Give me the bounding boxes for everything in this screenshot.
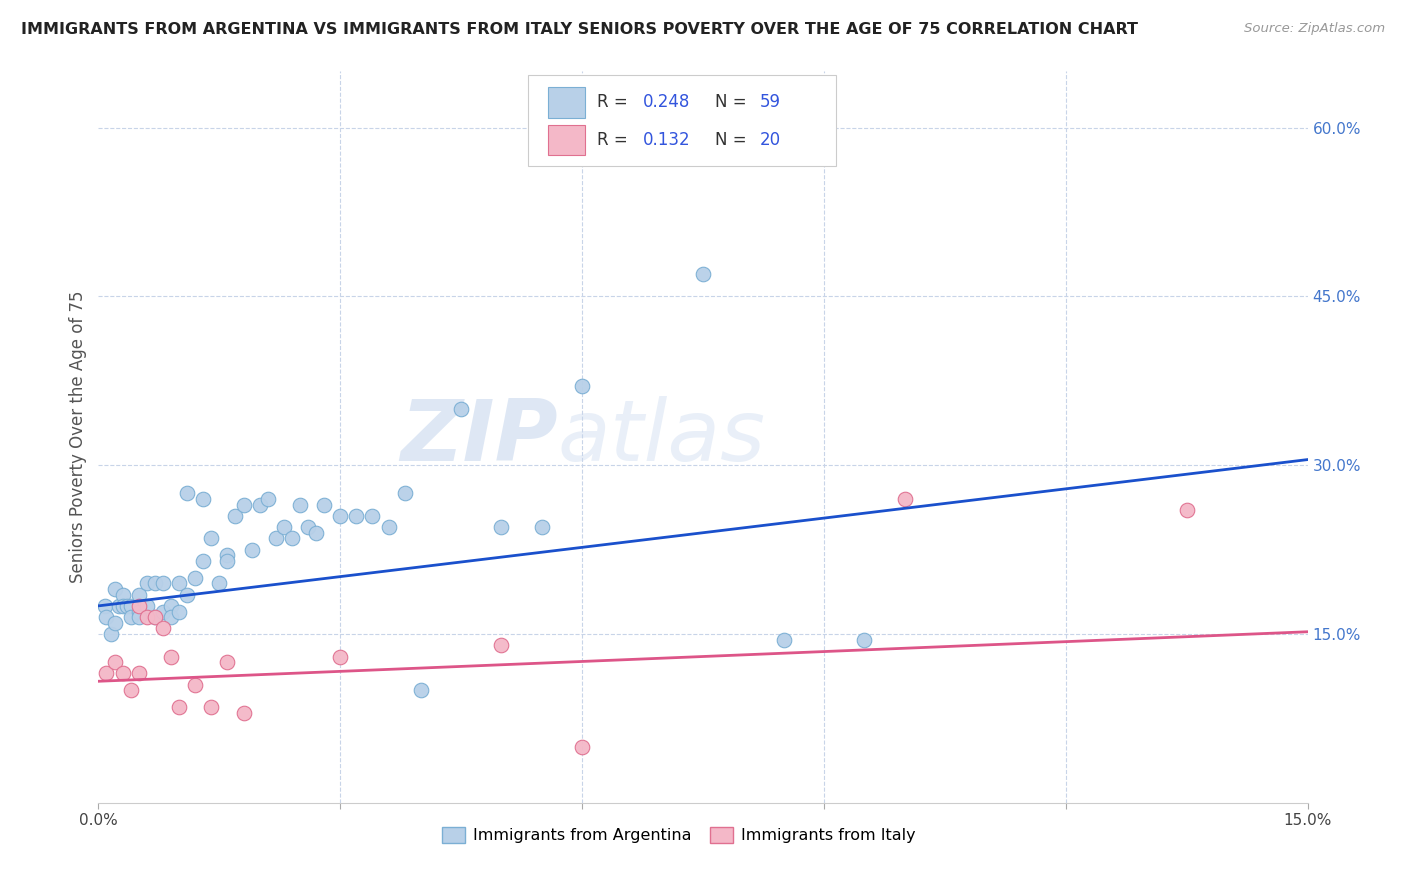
Point xyxy=(143,610,166,624)
Point xyxy=(692,267,714,281)
Point xyxy=(152,621,174,635)
Point xyxy=(491,638,513,652)
Text: atlas: atlas xyxy=(558,395,766,479)
Point xyxy=(314,498,336,512)
Point xyxy=(329,508,352,523)
Point xyxy=(571,739,593,754)
Y-axis label: Seniors Poverty Over the Age of 75: Seniors Poverty Over the Age of 75 xyxy=(69,291,87,583)
Point xyxy=(160,610,183,624)
Point xyxy=(111,588,134,602)
Point xyxy=(96,610,118,624)
Point xyxy=(297,520,319,534)
Point xyxy=(128,666,150,681)
Text: 59: 59 xyxy=(759,94,780,112)
Point xyxy=(217,554,239,568)
Point xyxy=(409,683,432,698)
Point xyxy=(94,599,117,613)
Point xyxy=(232,498,254,512)
Point xyxy=(107,599,129,613)
Text: 0.132: 0.132 xyxy=(643,131,690,149)
Point xyxy=(305,525,328,540)
Point xyxy=(193,491,215,506)
Point xyxy=(377,520,399,534)
Point xyxy=(160,649,183,664)
Point xyxy=(344,508,367,523)
Point xyxy=(103,615,125,630)
Text: R =: R = xyxy=(596,131,633,149)
Point xyxy=(135,576,157,591)
Point xyxy=(111,666,134,681)
Point xyxy=(491,520,513,534)
Point xyxy=(135,610,157,624)
Point xyxy=(167,700,190,714)
Point xyxy=(135,599,157,613)
Point xyxy=(208,576,231,591)
Point xyxy=(120,599,142,613)
Point xyxy=(256,491,278,506)
Point xyxy=(394,486,416,500)
Point xyxy=(273,520,295,534)
Point xyxy=(115,599,138,613)
Text: ZIP: ZIP xyxy=(401,395,558,479)
Point xyxy=(128,605,150,619)
Text: N =: N = xyxy=(716,131,752,149)
Point xyxy=(224,508,246,523)
Point xyxy=(264,532,287,546)
FancyBboxPatch shape xyxy=(548,87,585,118)
Point xyxy=(184,571,207,585)
Text: R =: R = xyxy=(596,94,633,112)
Point xyxy=(128,588,150,602)
Point xyxy=(100,627,122,641)
Point xyxy=(160,599,183,613)
Point xyxy=(193,554,215,568)
Point xyxy=(217,548,239,562)
Point xyxy=(128,610,150,624)
Point xyxy=(1175,503,1198,517)
Point xyxy=(103,582,125,596)
Point xyxy=(217,655,239,669)
FancyBboxPatch shape xyxy=(527,75,837,167)
Point xyxy=(176,588,198,602)
Point xyxy=(143,610,166,624)
Point xyxy=(120,610,142,624)
Point xyxy=(200,700,222,714)
Point xyxy=(329,649,352,664)
Point xyxy=(450,401,472,416)
Point xyxy=(143,576,166,591)
Point xyxy=(111,599,134,613)
Point xyxy=(200,532,222,546)
Point xyxy=(530,520,553,534)
Text: 0.248: 0.248 xyxy=(643,94,690,112)
Point xyxy=(152,605,174,619)
Point xyxy=(103,655,125,669)
Point xyxy=(184,678,207,692)
Point xyxy=(249,498,271,512)
Text: IMMIGRANTS FROM ARGENTINA VS IMMIGRANTS FROM ITALY SENIORS POVERTY OVER THE AGE : IMMIGRANTS FROM ARGENTINA VS IMMIGRANTS … xyxy=(21,22,1137,37)
Point xyxy=(853,632,876,647)
Point xyxy=(120,683,142,698)
Point xyxy=(167,605,190,619)
Legend: Immigrants from Argentina, Immigrants from Italy: Immigrants from Argentina, Immigrants fr… xyxy=(436,821,922,850)
Point xyxy=(893,491,915,506)
Point xyxy=(240,542,263,557)
Point xyxy=(772,632,794,647)
Text: Source: ZipAtlas.com: Source: ZipAtlas.com xyxy=(1244,22,1385,36)
Point xyxy=(167,576,190,591)
Point xyxy=(176,486,198,500)
Point xyxy=(571,379,593,393)
Point xyxy=(232,706,254,720)
Point xyxy=(128,599,150,613)
Text: 20: 20 xyxy=(759,131,780,149)
Point xyxy=(152,576,174,591)
Point xyxy=(96,666,118,681)
Text: N =: N = xyxy=(716,94,752,112)
Point xyxy=(281,532,304,546)
Point xyxy=(361,508,384,523)
Point xyxy=(288,498,311,512)
Point xyxy=(636,98,658,112)
FancyBboxPatch shape xyxy=(548,125,585,155)
